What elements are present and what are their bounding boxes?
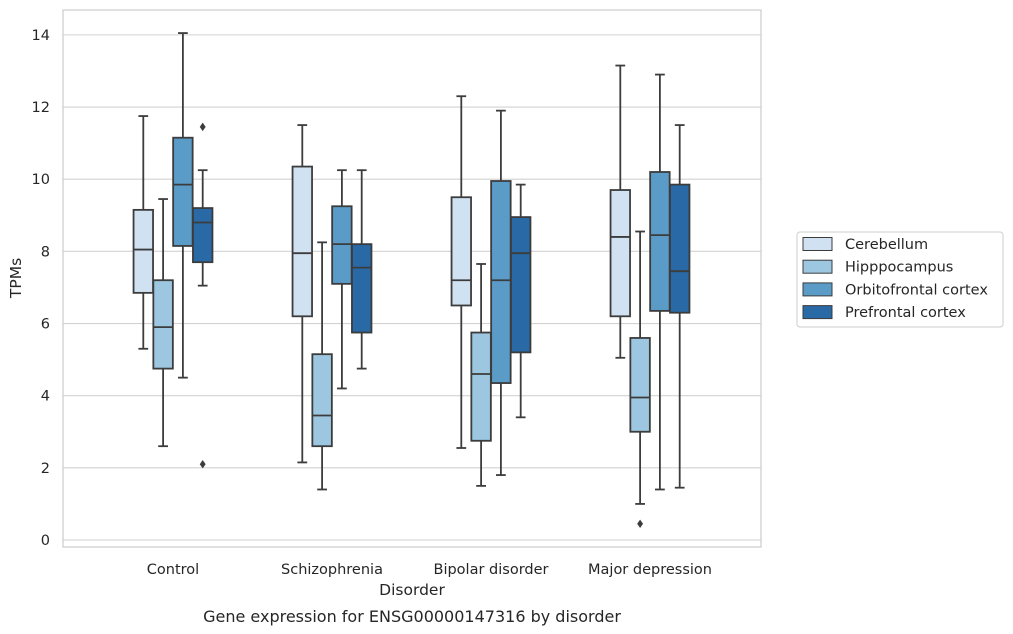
legend-swatch — [802, 259, 833, 274]
x-axis-ticks: Control Schizophrenia Bipolar disorder Majo… — [147, 562, 712, 578]
box-plot — [490, 109, 512, 476]
legend-label: Prefrontal cortex — [845, 305, 966, 321]
box-plot — [152, 198, 174, 448]
box — [172, 136, 194, 247]
box-plot — [132, 115, 154, 350]
outlier-point — [199, 122, 206, 132]
legend-label: Cerebellum — [845, 237, 928, 253]
y-tick-label: 10 — [32, 172, 50, 188]
box-plot — [450, 95, 472, 449]
y-tick-label: 4 — [41, 389, 50, 405]
box — [311, 353, 333, 448]
legend: Cerebellum Hipppocampus Orbitofrontal cort… — [796, 231, 1004, 328]
box-plot — [669, 124, 691, 489]
box-plot — [291, 124, 313, 464]
box-plot — [331, 169, 353, 390]
box — [450, 196, 472, 307]
x-tick-label: Bipolar disorder — [434, 562, 549, 578]
box-plot — [649, 73, 671, 491]
box — [192, 207, 214, 264]
box — [291, 165, 313, 318]
outlier-point — [199, 460, 206, 469]
chart-caption: Gene expression for ENSG00000147316 by d… — [203, 607, 621, 626]
plot-frame — [62, 9, 762, 548]
box — [629, 337, 651, 433]
y-tick-label: 14 — [32, 28, 50, 44]
box-plot — [172, 32, 194, 379]
x-axis-title: Disorder — [379, 581, 445, 599]
y-tick-label: 0 — [41, 533, 50, 549]
y-axis-title: TPMs — [7, 258, 25, 299]
box — [510, 216, 532, 354]
box — [331, 205, 353, 285]
box-plot — [470, 263, 492, 487]
box — [609, 189, 631, 318]
x-tick-label: Schizophrenia — [281, 562, 383, 578]
box-plot — [510, 183, 532, 419]
box — [132, 208, 154, 294]
y-tick-label: 2 — [41, 461, 50, 477]
legend-swatch — [802, 282, 833, 297]
outlier-point — [637, 519, 644, 528]
y-axis-ticks: 0 2 4 6 8 10 12 14 — [32, 28, 50, 549]
box-plot — [351, 169, 373, 370]
legend-swatch — [802, 237, 833, 251]
legend-items: Cerebellum Hipppocampus Orbitofrontal cort… — [802, 237, 988, 321]
box-plot — [609, 64, 631, 359]
box — [351, 243, 373, 334]
box-plots — [132, 32, 691, 528]
box-plot — [311, 241, 333, 491]
legend-label: Orbitofrontal cortex — [845, 282, 988, 298]
y-tick-label: 8 — [41, 244, 50, 260]
legend-label: Hipppocampus — [845, 260, 953, 276]
box-plot — [629, 230, 651, 528]
legend-swatch — [802, 305, 833, 320]
legend-frame — [796, 231, 1004, 328]
x-tick-label: Major depression — [588, 562, 712, 578]
box — [490, 180, 512, 384]
y-tick-label: 6 — [41, 317, 50, 333]
box-plot — [192, 122, 214, 469]
box — [470, 331, 492, 442]
box — [152, 279, 174, 370]
box — [649, 171, 671, 312]
x-tick-label: Control — [147, 562, 199, 578]
y-tick-label: 12 — [32, 100, 50, 116]
box — [669, 183, 691, 314]
